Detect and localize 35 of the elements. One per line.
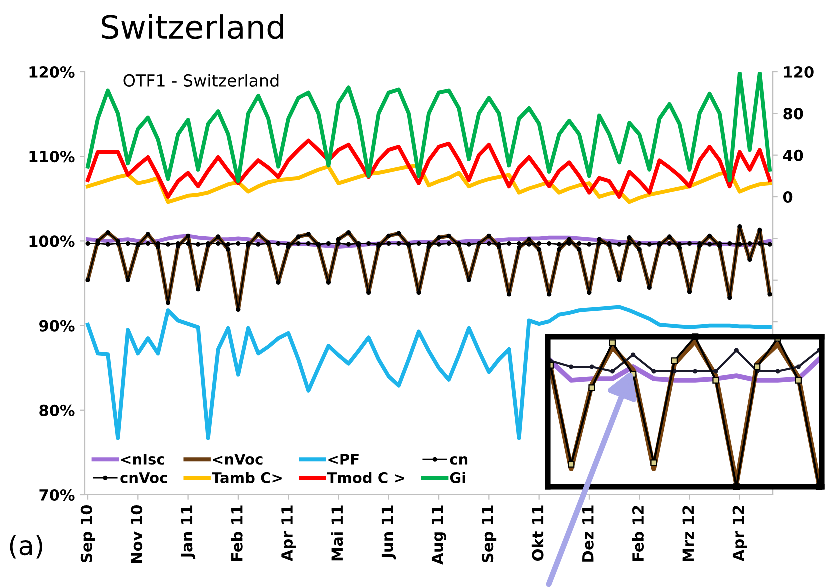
x-tick-label: Feb 11: [231, 506, 243, 562]
text: (a): [10, 535, 42, 559]
x-tick-label: Nov 10: [131, 505, 143, 564]
x-tick-label: Feb 12: [632, 506, 644, 562]
y2-tick-label: 40: [783, 150, 804, 162]
legend-label: cnVoc: [120, 472, 168, 484]
x-tick-label: Apr 11: [282, 506, 296, 562]
x-tick-label: Jun 11: [382, 506, 396, 560]
legend-label: <PF: [328, 454, 359, 465]
legend-label: Tamb C>: [212, 472, 282, 484]
y-tick-label: 110%: [30, 151, 75, 163]
y2-tick-label: 80: [784, 108, 804, 120]
x-tick-label: Mai 11: [331, 506, 344, 561]
y-tick-label: 80%: [40, 404, 75, 416]
y2-tick-label: 0: [783, 191, 793, 204]
y2-tick-label: 120: [784, 66, 814, 78]
x-tick-label: Dez 11: [582, 506, 594, 562]
y-tick-label: 120%: [30, 66, 75, 78]
y-tick-label: 90%: [40, 320, 75, 332]
y-tick-label: 100%: [30, 236, 75, 248]
chart-subtitle: OTF1 - Switzerland: [124, 74, 279, 88]
x-tick-label: Jan 11: [181, 506, 196, 560]
legend-label: Tmod C >: [327, 472, 404, 484]
chart-title: Switzerland: [102, 14, 284, 40]
x-tick-label: Aug 11: [432, 506, 446, 565]
x-tick-label: Mrz 12: [682, 506, 694, 562]
y-tick-label: 70%: [40, 489, 75, 502]
legend-label: Gi: [450, 472, 466, 484]
x-tick-label: Sep 10: [80, 505, 96, 563]
x-tick-label: Sep 11: [482, 506, 497, 563]
legend-label: <nIsc: [122, 454, 164, 465]
legend-label: <nVoc: [213, 454, 263, 465]
x-tick-label: Okt 11: [532, 506, 544, 561]
legend-label: cn: [450, 456, 468, 465]
x-tick-label: Apr 12: [732, 506, 748, 562]
